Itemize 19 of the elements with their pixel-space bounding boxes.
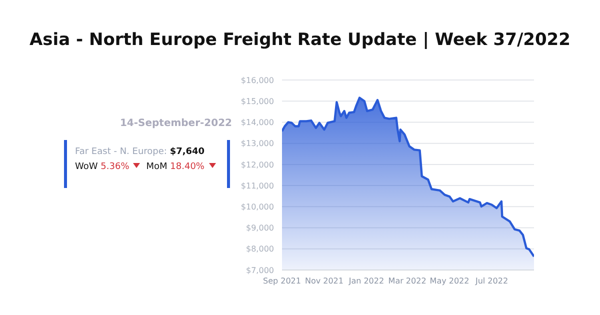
y-tick-label: $10,000 xyxy=(240,202,274,212)
y-tick-label: $16,000 xyxy=(240,76,274,85)
y-tick-label: $8,000 xyxy=(246,244,274,254)
x-tick-label: Jan 2022 xyxy=(348,276,384,286)
info-card: Far East - N. Europe: $7,640 WoW 5.36% MoM 18.40% xyxy=(64,140,230,188)
chart-title: Asia - North Europe Freight Rate Update | Week 37/2022 xyxy=(28,30,572,50)
y-tick-label: $13,000 xyxy=(240,139,274,148)
x-tick-label: Jul 2022 xyxy=(474,276,508,286)
y-tick-label: $7,000 xyxy=(246,266,274,275)
y-tick-label: $12,000 xyxy=(240,160,274,170)
y-tick-label: $14,000 xyxy=(240,118,274,128)
x-tick-label: May 2022 xyxy=(430,276,470,286)
y-tick-label: $11,000 xyxy=(240,181,274,190)
y-tick-label: $15,000 xyxy=(240,96,274,106)
x-tick-label: Nov 2021 xyxy=(304,276,344,286)
text: 14-September-2022 xyxy=(118,118,232,129)
y-tick-label: $9,000 xyxy=(246,224,274,233)
x-tick-label: Mar 2022 xyxy=(388,276,426,286)
x-tick-label: Sep 2021 xyxy=(263,276,301,286)
